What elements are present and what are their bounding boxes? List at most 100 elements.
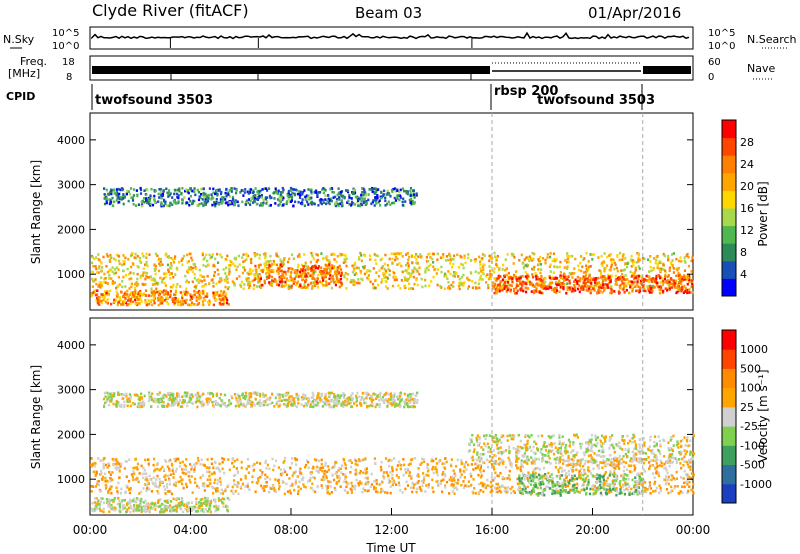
cell-main-band <box>480 481 483 485</box>
cell-high-scatter <box>118 200 121 204</box>
cell-grey-band-late <box>668 454 671 458</box>
cell-lower-band-a <box>157 299 160 302</box>
cell-main-band <box>550 277 553 281</box>
cell-main-band <box>479 266 482 270</box>
cell-main-band <box>264 461 267 464</box>
cell-main-band <box>506 477 509 480</box>
cell-main-band <box>599 461 602 464</box>
cell-high-scatter <box>193 190 196 193</box>
cell-main-band <box>638 482 641 485</box>
cell-main-band <box>626 265 629 269</box>
cell-main-band <box>123 467 126 470</box>
cell-main-band <box>405 263 408 267</box>
cell-main-band <box>638 478 641 481</box>
cell-main-band <box>337 469 340 472</box>
cell-main-band <box>374 461 377 465</box>
cell-main-band <box>555 487 558 491</box>
cell-high-scatter <box>303 189 306 192</box>
cell-high-scatter <box>348 194 351 197</box>
cell-main-band <box>235 277 238 280</box>
cell-main-band <box>589 460 592 463</box>
cell-lower-band-a <box>222 296 225 299</box>
cell-lower-band-a <box>222 303 225 306</box>
cell-main-band <box>118 283 121 286</box>
cell-high-scatter <box>267 187 271 190</box>
cell-main-band <box>491 287 494 290</box>
cell-main-band <box>241 271 244 275</box>
cell-main-band <box>453 479 456 482</box>
cell-high-scatter <box>150 196 153 199</box>
cell-main-band <box>329 480 333 484</box>
cell-main-band <box>468 279 471 282</box>
cell-lower-band-a <box>154 297 157 300</box>
cell-strong-core-late <box>659 276 662 280</box>
cell-main-band <box>220 488 223 492</box>
cell-main-band <box>233 257 236 260</box>
cell-grey-band-late <box>595 438 598 442</box>
cell-lower-band-a <box>192 303 195 306</box>
cell-strong-core-late <box>572 287 575 291</box>
cell-main-band <box>364 254 367 257</box>
cell-main-band <box>541 257 545 260</box>
cell-strong-core-late <box>590 282 593 285</box>
cell-main-band <box>435 470 438 474</box>
cell-main-band <box>349 280 352 284</box>
cell-main-band <box>415 278 418 282</box>
cell-high-scatter <box>360 199 363 202</box>
cell-lower-band-a <box>137 295 140 298</box>
cell-main-band <box>108 259 111 262</box>
cell-main-band <box>651 285 654 289</box>
cell-main-band <box>420 479 424 483</box>
cell-high-scatter <box>126 189 129 193</box>
cell-high-scatter <box>166 204 169 207</box>
cell-main-band <box>266 260 269 263</box>
cell-grey-band-late <box>484 437 487 441</box>
cell-main-band <box>136 254 139 258</box>
cell-main-band <box>423 475 426 479</box>
cell-high-scatter <box>231 195 235 199</box>
cell-main-band <box>295 463 298 466</box>
cell-grey-band-late <box>559 446 562 450</box>
cell-main-band <box>252 287 255 290</box>
cell-main-band <box>350 461 353 464</box>
cell-main-band <box>281 471 284 475</box>
cell-main-band <box>145 256 148 259</box>
cell-lower-band-a <box>134 289 137 293</box>
cell-main-band <box>406 278 409 281</box>
cell-main-band <box>354 484 357 488</box>
cell-high-scatter <box>322 187 325 190</box>
cell-main-band <box>365 471 368 475</box>
cell-main-band <box>249 272 252 276</box>
cell-main-band <box>363 265 366 268</box>
cell-high-scatter <box>289 186 293 190</box>
cell-main-band <box>624 481 627 484</box>
cell-main-band <box>487 277 491 281</box>
cell-main-band <box>99 489 102 493</box>
cell-high-scatter <box>150 187 153 191</box>
cell-main-band <box>455 465 458 468</box>
cell-main-band <box>599 270 602 273</box>
cell-main-band <box>439 256 442 260</box>
cell-main-band <box>125 475 128 478</box>
cell-lower-band-a <box>159 298 162 302</box>
cell-main-band <box>191 491 194 494</box>
cell-main-band <box>499 485 503 488</box>
cell-lower-band-a <box>150 294 153 298</box>
cell-main-band <box>307 466 310 470</box>
cell-strong-core-late <box>562 274 565 278</box>
cell-main-band <box>408 282 411 286</box>
cell-main-band <box>193 276 196 280</box>
cell-high-scatter <box>118 197 121 201</box>
cell-main-band <box>322 257 325 261</box>
cell-main-band <box>289 466 292 470</box>
cell-main-band <box>115 457 118 461</box>
cell-main-band <box>639 274 642 278</box>
cell-main-band <box>616 269 619 273</box>
cell-main-band <box>156 254 159 258</box>
cell-strong-core-mid <box>333 265 336 268</box>
cell-main-band <box>282 284 285 288</box>
cell-strong-core-late <box>604 286 607 290</box>
cell-strong-core-mid <box>290 284 293 288</box>
cell-main-band <box>397 481 400 484</box>
cell-main-band <box>653 278 656 281</box>
